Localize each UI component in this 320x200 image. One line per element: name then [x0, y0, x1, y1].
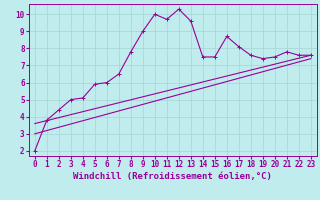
X-axis label: Windchill (Refroidissement éolien,°C): Windchill (Refroidissement éolien,°C): [73, 172, 272, 181]
